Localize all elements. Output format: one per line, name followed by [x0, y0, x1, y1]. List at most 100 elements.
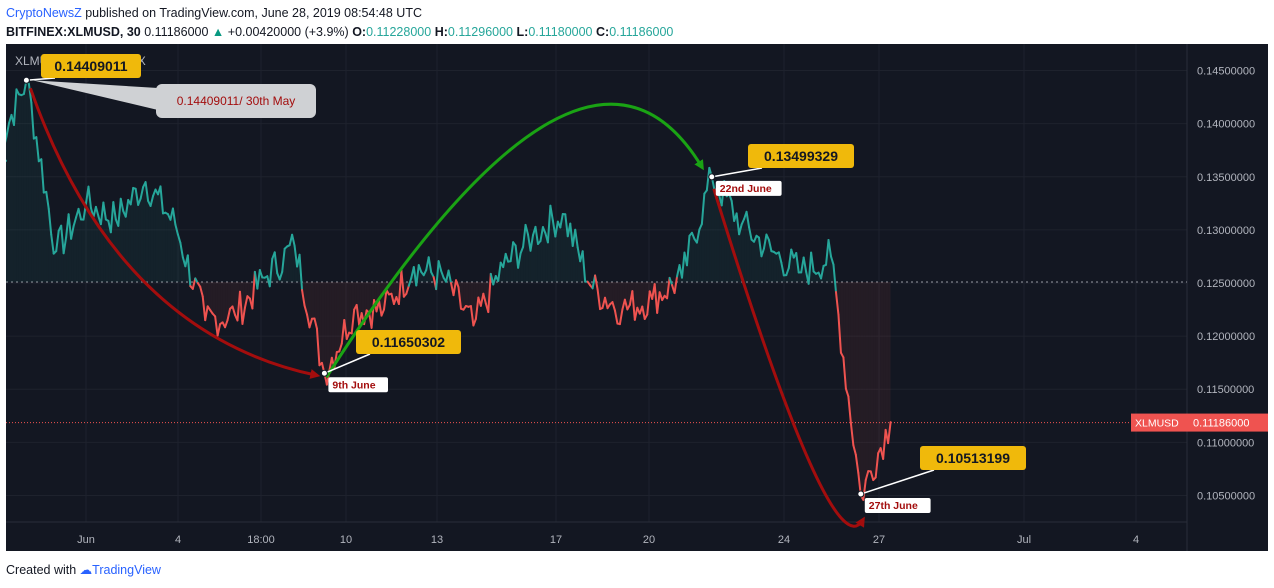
area-segment: [6, 123, 10, 282]
annotation-low-1-date-box: [328, 377, 388, 393]
area-segment: [108, 220, 111, 282]
high-label: H:: [434, 25, 448, 39]
series-segment: [554, 220, 559, 238]
tradingview-link[interactable]: TradingView: [92, 563, 161, 577]
series-segment: [117, 197, 122, 227]
series-segment: [383, 289, 388, 311]
area-segment: [314, 281, 317, 329]
series-segment: [70, 225, 75, 240]
area-segment: [346, 281, 350, 339]
price-chart[interactable]: 0.10500000 0.11000000 0.11500000 0.12000000…: [6, 44, 1268, 551]
series-segment: [119, 197, 125, 213]
series-segment: [673, 275, 679, 295]
low-label: L:: [516, 25, 529, 39]
series-segment: [514, 244, 520, 269]
area-segment: [215, 281, 218, 336]
series-segment: [827, 239, 832, 258]
x-tick-label: 17: [550, 534, 562, 546]
area-segment: [870, 281, 874, 481]
series-segment: [738, 223, 743, 236]
annotation-high-2-pointer: [711, 167, 763, 178]
y-tick-label: 0.12000000: [1197, 331, 1255, 343]
area-segment: [878, 281, 881, 454]
area-segment: [172, 208, 176, 282]
area-segment: [321, 281, 325, 374]
area-segment: [182, 257, 186, 282]
series-segment: [869, 470, 875, 482]
area-segment: [865, 281, 869, 481]
series-segment: [874, 452, 880, 479]
series-segment: [574, 228, 579, 249]
area-segment: [858, 281, 861, 496]
annotation-peak-pointer: [26, 77, 56, 81]
y-tick-label: 0.13000000: [1197, 225, 1255, 237]
area-segment: [557, 221, 561, 282]
y-tick-label: 0.14000000: [1197, 119, 1255, 131]
annotation-low-1-date: 9th June: [332, 379, 375, 391]
area-segment: [366, 281, 370, 313]
area-segment: [235, 281, 238, 321]
series-segment: [201, 295, 207, 322]
green-arrow-up: [325, 102, 704, 379]
area-segment: [478, 281, 481, 306]
series-segment: [407, 276, 413, 287]
close-label: C:: [595, 25, 610, 39]
y-tick-label: 0.12500000: [1197, 278, 1255, 290]
series-segment: [308, 317, 313, 329]
area-segment: [622, 281, 625, 310]
series-segment: [171, 207, 177, 226]
series-segment: [378, 299, 383, 317]
series-segment: [757, 236, 763, 258]
high-value: 0.11296000: [447, 25, 514, 39]
area-segment: [354, 281, 357, 310]
series-segment: [596, 288, 602, 311]
area-segment: [103, 202, 106, 282]
area-segment: [694, 238, 697, 282]
area-segment: [888, 281, 891, 444]
area-segment: [207, 281, 211, 311]
series-segment: [623, 298, 629, 311]
series-segment: [658, 291, 664, 302]
area-segment: [98, 216, 101, 282]
series-segment: [760, 247, 765, 258]
area-segment: [562, 213, 566, 282]
series-segment: [469, 305, 475, 327]
area-segment: [771, 251, 774, 282]
area-segment: [78, 208, 82, 282]
series-segment: [303, 304, 309, 316]
area-segment: [324, 281, 327, 385]
series-segment: [487, 272, 492, 314]
area-segment: [850, 281, 854, 446]
area-segment: [165, 212, 168, 282]
annotation-low-2-pointer: [860, 469, 935, 495]
area-segment: [210, 281, 213, 314]
area-segment: [58, 225, 62, 282]
series-segment: [705, 166, 711, 192]
series-segment: [291, 233, 296, 247]
series-segment: [437, 260, 443, 272]
area-segment: [68, 214, 72, 282]
area-segment: [284, 246, 288, 282]
low-value: 0.11180000: [528, 25, 593, 39]
series-segment: [594, 274, 599, 291]
area-segment: [153, 189, 156, 282]
tradingview-logo-icon: ☁: [79, 563, 93, 577]
chart-area[interactable]: 0.10500000 0.11000000 0.11500000 0.12000000…: [6, 44, 1268, 551]
area-segment: [38, 159, 42, 282]
series-segment: [176, 233, 182, 244]
series-segment: [251, 270, 256, 310]
series-segment: [241, 306, 246, 325]
x-tick-label: 27: [873, 534, 885, 546]
area-segment: [230, 281, 233, 309]
series-segment: [455, 279, 460, 289]
last-price: 0.11186000: [144, 25, 209, 39]
area-segment: [138, 198, 141, 282]
area-segment: [9, 114, 12, 282]
series-segment: [313, 317, 318, 330]
series-segment: [656, 291, 661, 314]
area-segment: [18, 94, 22, 282]
publisher-link[interactable]: CryptoNewsZ: [6, 6, 82, 20]
series-segment: [350, 308, 356, 335]
area-segment: [754, 235, 757, 282]
y-tick-label: 0.14500000: [1197, 66, 1255, 78]
